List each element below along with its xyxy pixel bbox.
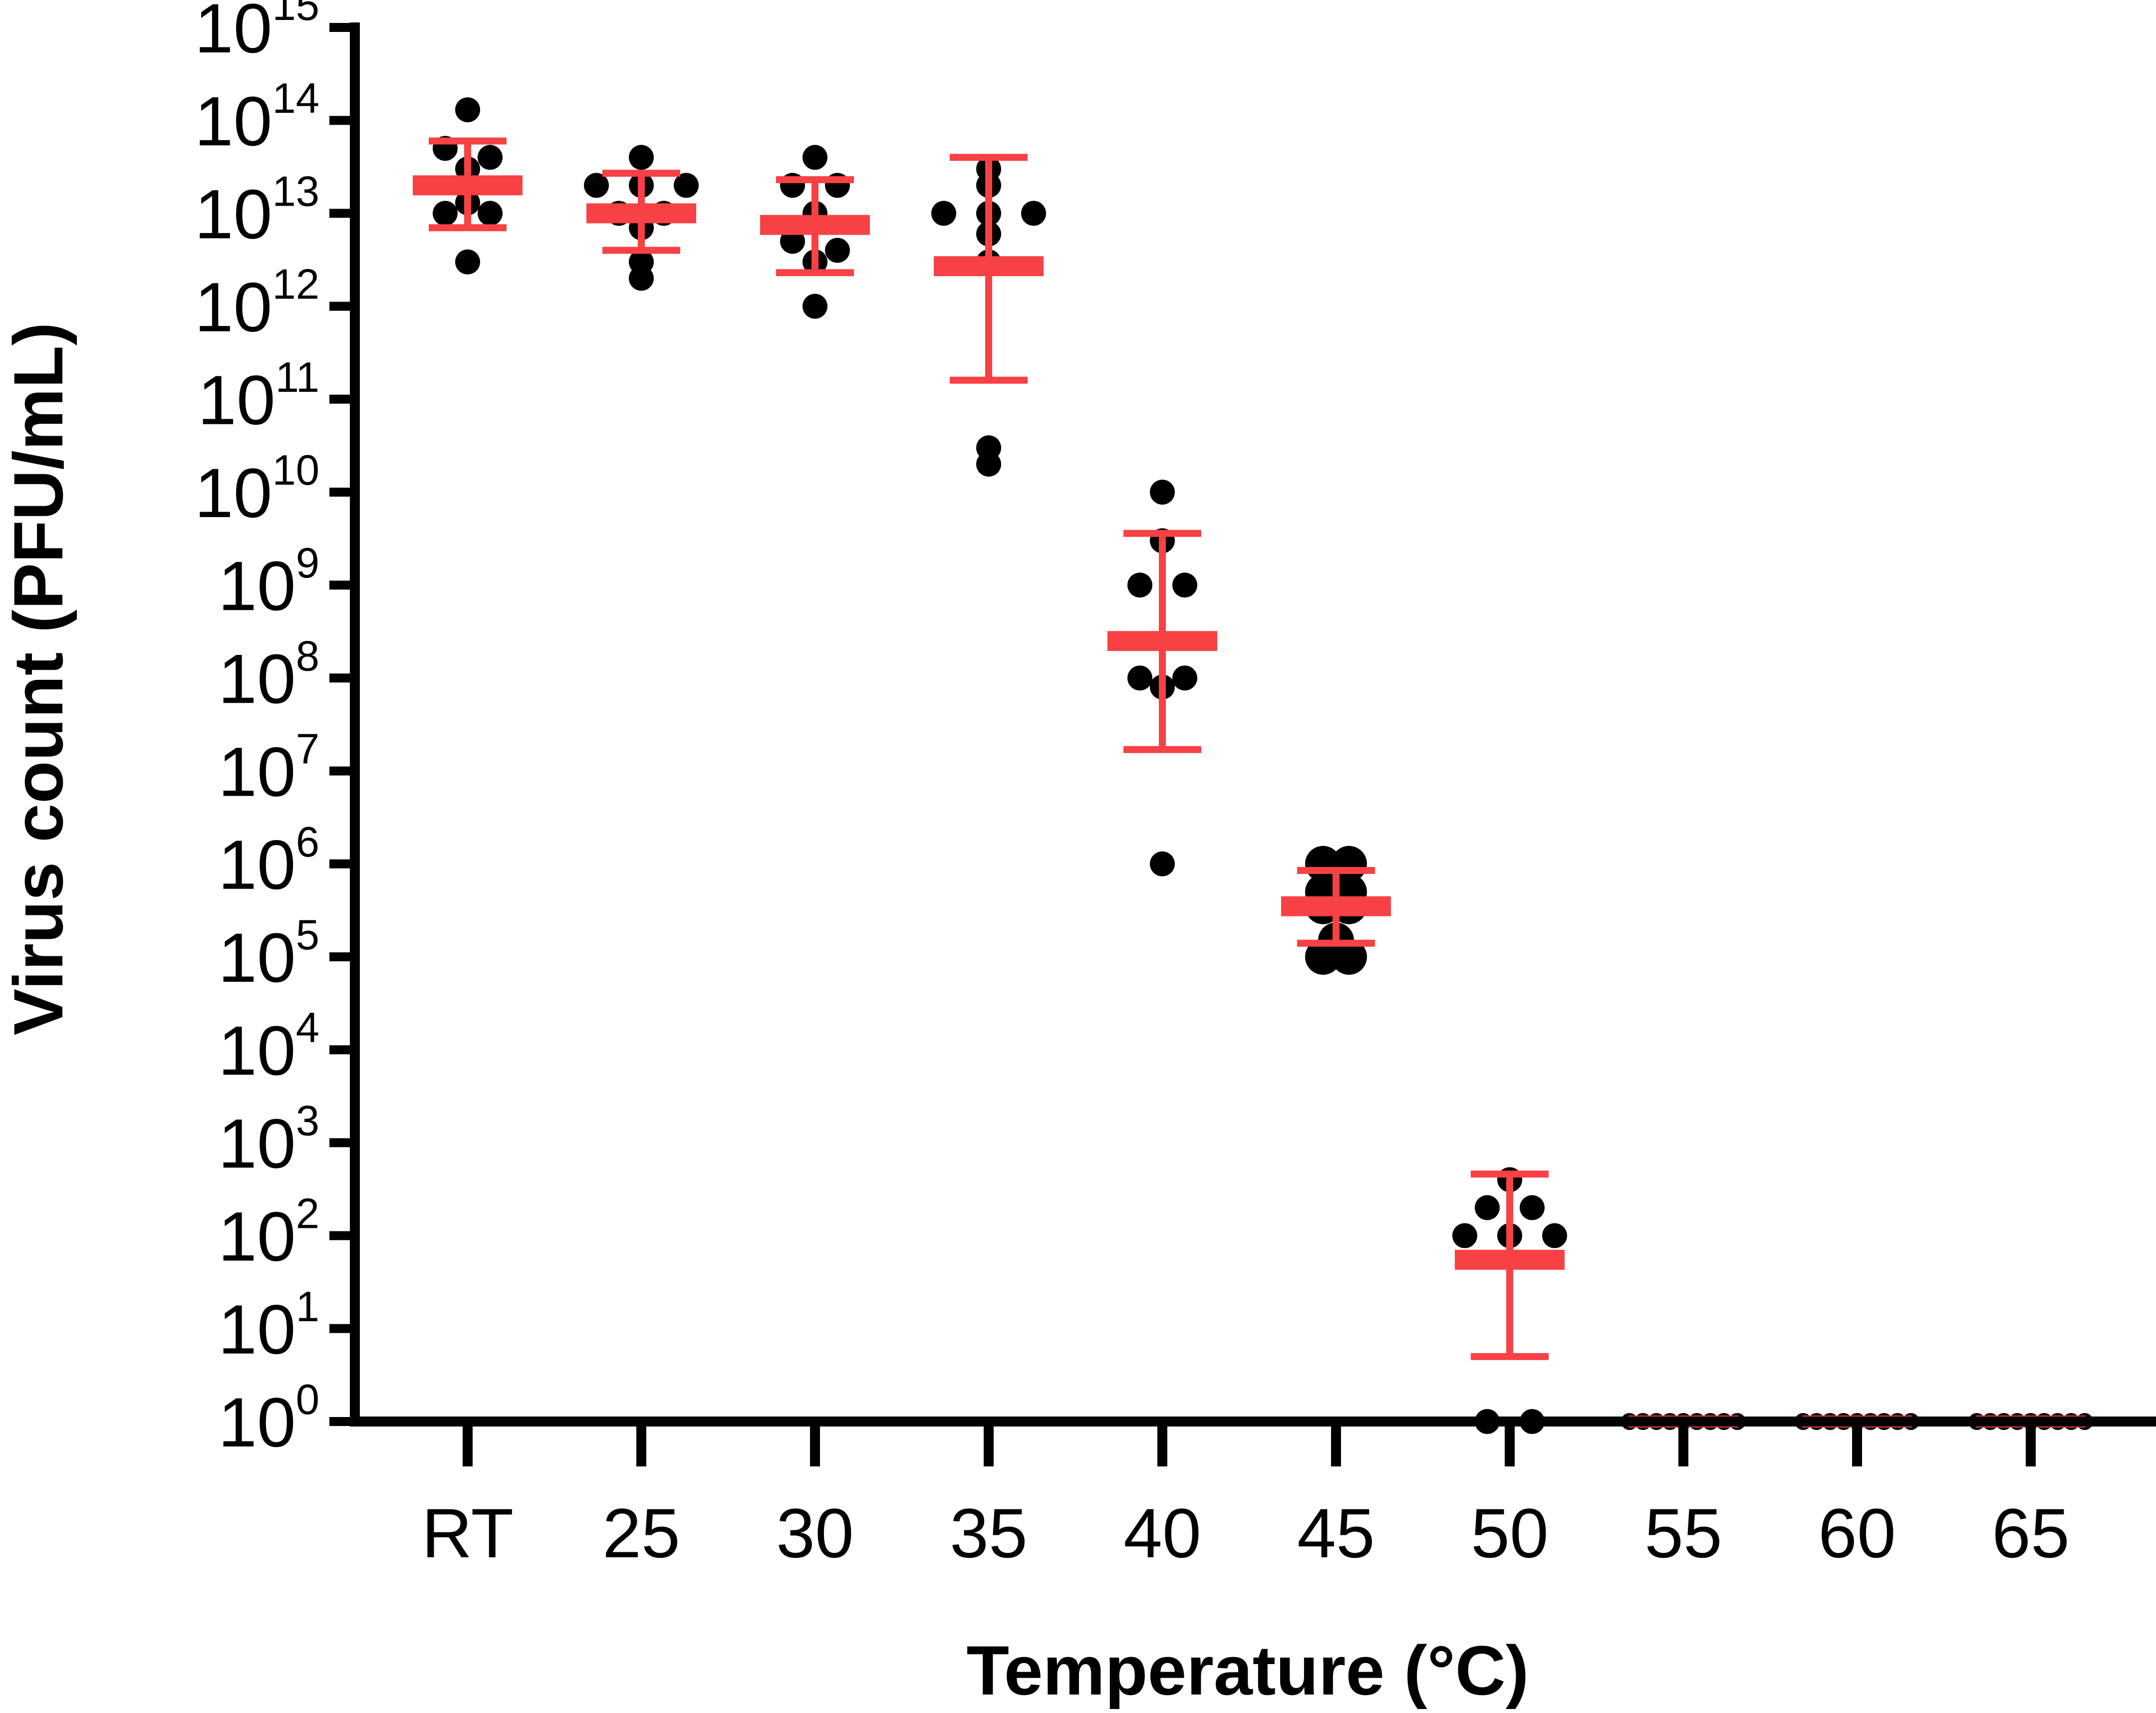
- y-tick-label: 1015: [195, 0, 319, 67]
- data-point: [803, 145, 827, 170]
- data-point: [478, 145, 503, 170]
- x-axis-label: Temperature (°C): [967, 1631, 1529, 1710]
- data-point: [1452, 1223, 1477, 1248]
- data-point: [1127, 665, 1152, 691]
- mean-bar: [1107, 631, 1217, 651]
- x-tick-label: 55: [1644, 1494, 1722, 1572]
- data-point: [1172, 665, 1197, 691]
- data-point: [478, 201, 503, 226]
- data-point: [584, 173, 609, 198]
- x-tick-label: 30: [776, 1494, 854, 1572]
- y-tick-label: 104: [218, 1004, 319, 1090]
- y-tick-label: 105: [218, 911, 319, 997]
- data-point: [1542, 1223, 1567, 1248]
- data-point: [1172, 572, 1197, 598]
- data-point: [674, 173, 699, 198]
- data-point: [976, 435, 1001, 461]
- x-tick-label: 60: [1818, 1494, 1896, 1572]
- x-tick-label: 40: [1123, 1494, 1201, 1572]
- x-tick-label: 65: [1992, 1494, 2070, 1572]
- mean-bar: [1455, 1249, 1565, 1270]
- y-tick-label: 101: [218, 1283, 319, 1369]
- y-tick-label: 1010: [195, 447, 319, 532]
- x-tick-label: 25: [602, 1494, 680, 1572]
- y-tick-label: 1012: [195, 261, 319, 346]
- y-tick-label: 1013: [195, 168, 319, 253]
- y-axis-label: Virus count (PFU/mL): [0, 322, 77, 1036]
- x-tick-label: 45: [1297, 1494, 1375, 1572]
- y-tick-label: 108: [218, 632, 319, 718]
- x-tick-label: RT: [422, 1494, 514, 1572]
- x-ticks: RT 25 30 35 40 45 50 55 60 65: [422, 1422, 2070, 1572]
- y-tick-label: 100: [218, 1376, 319, 1461]
- data-point: [780, 229, 805, 254]
- data-point: [825, 238, 850, 263]
- mean-bar: [413, 175, 523, 196]
- data-point: [1150, 851, 1175, 876]
- x-tick-label: 35: [950, 1494, 1028, 1572]
- y-tick-label: 103: [218, 1097, 319, 1182]
- data-point: [1021, 201, 1046, 226]
- data-point: [1520, 1195, 1545, 1220]
- data-point: [1127, 572, 1152, 598]
- data-point: [1150, 480, 1175, 505]
- data-point: [629, 249, 654, 275]
- y-ticks: 1001011021031041051061071081091010101110…: [195, 0, 355, 1461]
- data-point: [629, 145, 654, 170]
- mean-bar: [1281, 896, 1391, 916]
- mean-bar: [934, 256, 1044, 277]
- data-point: [455, 97, 480, 122]
- data-point: [803, 293, 827, 319]
- data-point: [1475, 1195, 1500, 1220]
- data-point: [931, 201, 956, 226]
- y-tick-label: 1014: [195, 75, 319, 160]
- x-tick-label: 50: [1471, 1494, 1549, 1572]
- y-tick-label: 1011: [198, 354, 319, 439]
- mean-bar: [586, 203, 696, 224]
- chart-marks: [413, 97, 2093, 1434]
- data-point: [433, 201, 458, 226]
- y-tick-label: 107: [218, 726, 319, 811]
- y-tick-label: 102: [218, 1190, 319, 1276]
- y-tick-label: 109: [218, 540, 319, 625]
- mean-bar: [760, 215, 870, 235]
- y-tick-label: 106: [218, 819, 319, 904]
- data-point: [455, 249, 480, 275]
